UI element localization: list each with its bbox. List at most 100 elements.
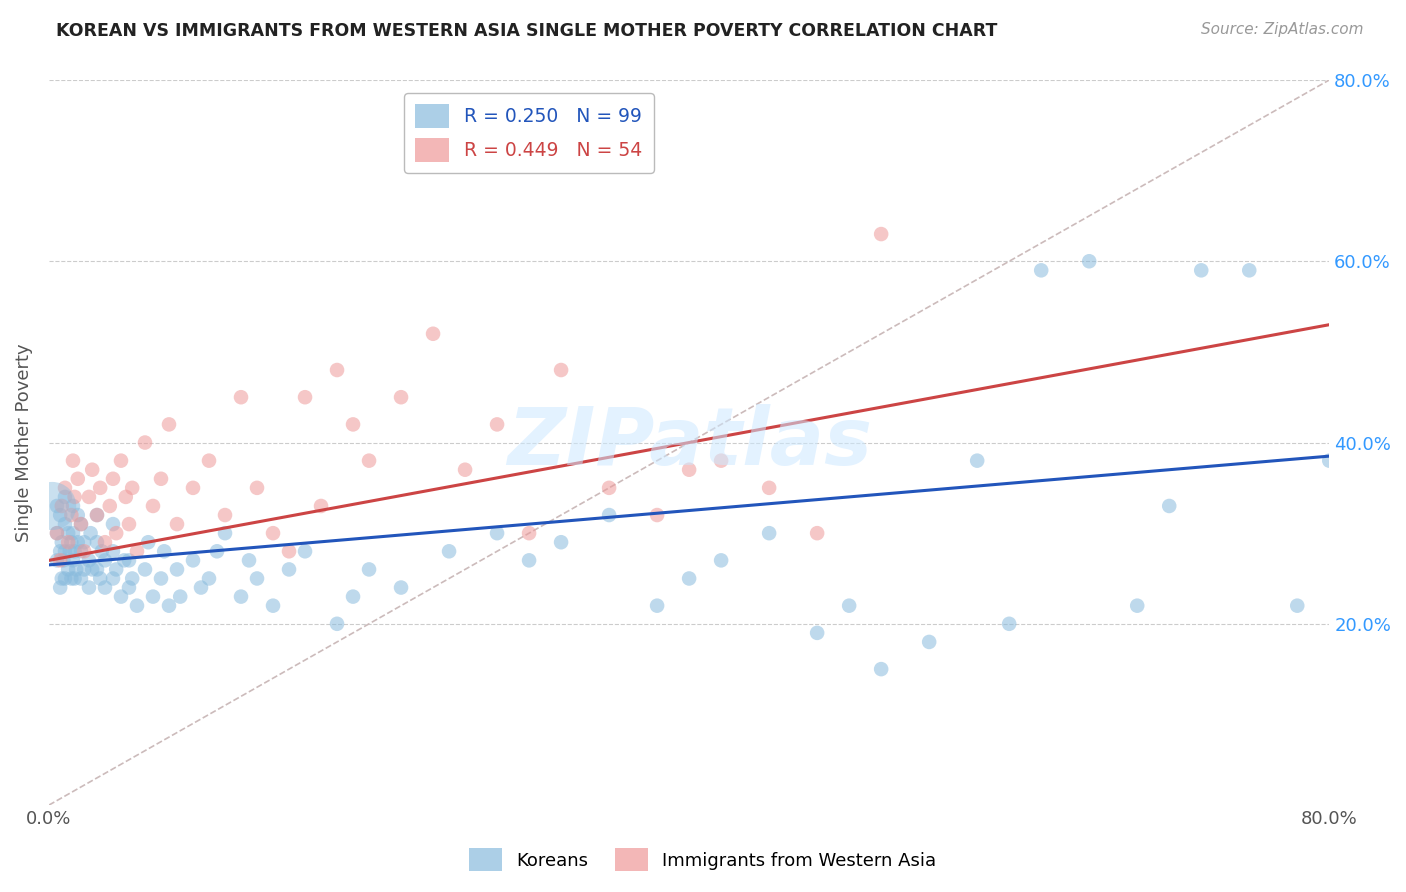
Point	[118, 517, 141, 532]
Point	[62, 553, 84, 567]
Point	[60, 508, 83, 522]
Point	[598, 481, 620, 495]
Point	[46, 553, 69, 567]
Point	[86, 508, 108, 522]
Point	[1078, 254, 1101, 268]
Point	[517, 553, 540, 567]
Point	[214, 526, 236, 541]
Point	[966, 453, 988, 467]
Point	[134, 562, 156, 576]
Point	[357, 562, 380, 576]
Point	[51, 572, 73, 586]
Point	[278, 562, 301, 576]
Point	[181, 553, 204, 567]
Point	[101, 544, 124, 558]
Point	[86, 562, 108, 576]
Point	[342, 417, 364, 432]
Point	[229, 390, 252, 404]
Point	[65, 562, 87, 576]
Point	[157, 417, 180, 432]
Point	[710, 453, 733, 467]
Point	[63, 490, 86, 504]
Point	[246, 481, 269, 495]
Point	[118, 581, 141, 595]
Point	[53, 481, 76, 495]
Point	[645, 599, 668, 613]
Point	[142, 499, 165, 513]
Point	[758, 526, 780, 541]
Point	[94, 535, 117, 549]
Point	[110, 453, 132, 467]
Point	[134, 435, 156, 450]
Point	[550, 363, 572, 377]
Point	[486, 417, 509, 432]
Point	[90, 544, 112, 558]
Point	[294, 390, 316, 404]
Point	[101, 517, 124, 532]
Point	[62, 526, 84, 541]
Point	[62, 499, 84, 513]
Point	[49, 581, 72, 595]
Point	[278, 544, 301, 558]
Point	[190, 581, 212, 595]
Point	[53, 517, 76, 532]
Point	[214, 508, 236, 522]
Point	[121, 481, 143, 495]
Point	[101, 472, 124, 486]
Point	[246, 572, 269, 586]
Point	[110, 590, 132, 604]
Point	[181, 481, 204, 495]
Point	[806, 625, 828, 640]
Point	[598, 508, 620, 522]
Point	[51, 499, 73, 513]
Point	[114, 490, 136, 504]
Point	[59, 544, 82, 558]
Point	[52, 553, 75, 567]
Point	[870, 227, 893, 241]
Point	[46, 526, 69, 541]
Point	[62, 453, 84, 467]
Point	[49, 544, 72, 558]
Point	[60, 535, 83, 549]
Point	[73, 535, 96, 549]
Point	[49, 508, 72, 522]
Point	[46, 499, 69, 513]
Y-axis label: Single Mother Poverty: Single Mother Poverty	[15, 343, 32, 541]
Point	[169, 590, 191, 604]
Point	[1189, 263, 1212, 277]
Point	[66, 472, 89, 486]
Point	[166, 517, 188, 532]
Point	[998, 616, 1021, 631]
Point	[1286, 599, 1309, 613]
Point	[1031, 263, 1053, 277]
Point	[198, 572, 221, 586]
Point	[262, 599, 284, 613]
Point	[550, 535, 572, 549]
Point	[118, 553, 141, 567]
Point	[678, 463, 700, 477]
Point	[238, 553, 260, 567]
Point	[77, 490, 100, 504]
Point	[326, 363, 349, 377]
Point	[142, 590, 165, 604]
Point	[125, 599, 148, 613]
Point	[60, 572, 83, 586]
Point	[98, 499, 121, 513]
Point	[326, 616, 349, 631]
Point	[389, 390, 412, 404]
Point	[125, 544, 148, 558]
Point	[73, 562, 96, 576]
Point	[70, 517, 93, 532]
Point	[121, 572, 143, 586]
Point	[166, 562, 188, 576]
Point	[46, 526, 69, 541]
Point	[437, 544, 460, 558]
Point	[422, 326, 444, 341]
Point	[82, 562, 104, 576]
Point	[105, 526, 128, 541]
Point	[486, 526, 509, 541]
Point	[77, 581, 100, 595]
Point	[79, 526, 101, 541]
Point	[1126, 599, 1149, 613]
Point	[86, 535, 108, 549]
